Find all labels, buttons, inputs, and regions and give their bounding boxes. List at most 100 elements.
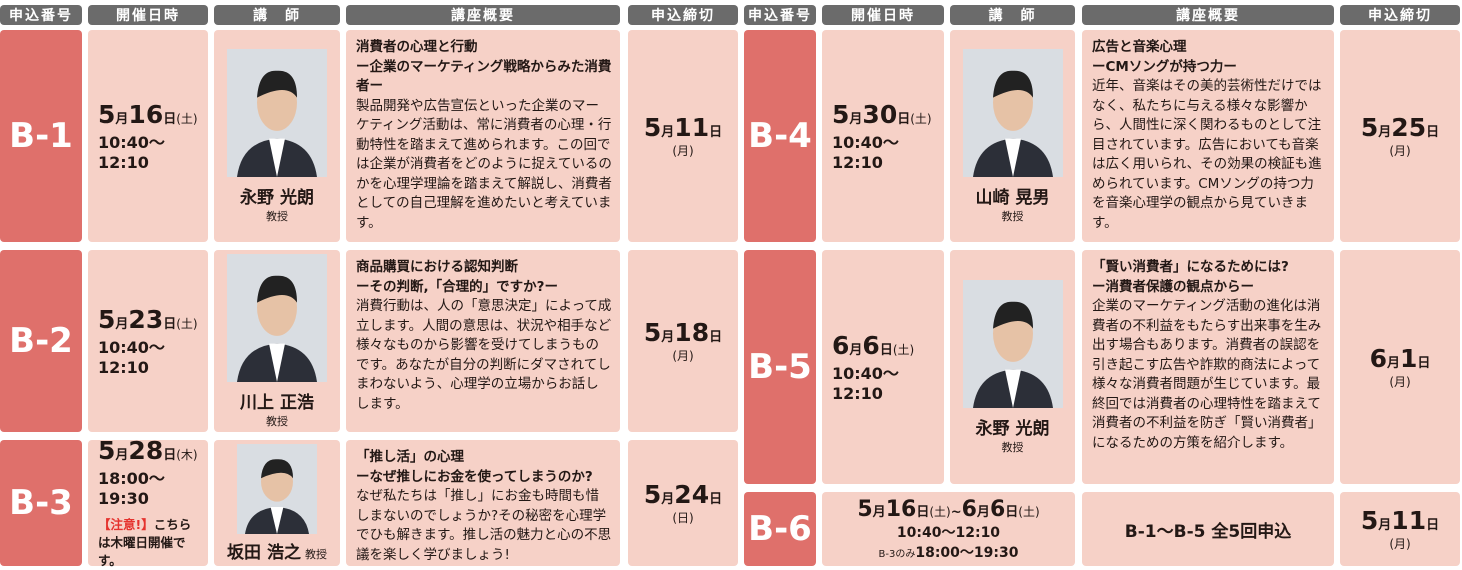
day-unit: 日 xyxy=(163,317,177,332)
month-unit: 月 xyxy=(976,504,990,520)
lecturer-name: 坂田 浩之 xyxy=(227,542,301,563)
deadline-weekday: (月) xyxy=(672,349,694,363)
month-unit: 月 xyxy=(661,330,675,345)
summary-title: 「賢い消費者」になるためには? xyxy=(1092,259,1289,275)
header-cell: 開催日時 xyxy=(822,5,944,25)
date-cell: 6月6日(土) 10:40〜12:10 xyxy=(822,250,944,484)
month: 6 xyxy=(1369,344,1387,373)
note: 【注意!】こちらは木曜日開催です。 xyxy=(98,516,198,570)
date-range: 5月16日(土)~6月6日(土) xyxy=(857,497,1039,522)
time: 10:40〜12:10 xyxy=(832,133,899,172)
month-unit: 月 xyxy=(661,492,675,507)
date: 5月18日 xyxy=(644,318,722,347)
day-unit: 日 xyxy=(709,492,723,507)
summary-cell: 商品購買における認知判断 ーその判断,「合理的」ですか?ー 消費行動は、人の「意思決… xyxy=(346,250,620,432)
header-label: 講 師 xyxy=(988,8,1037,24)
summary-body: 企業のマーケティング活動の進化は消費者の不利益をもたらす出来事を生み出す場合もあ… xyxy=(1092,298,1322,451)
date: 6月6日(土) xyxy=(832,331,944,360)
deadline-weekday: (日) xyxy=(672,511,694,525)
deadline-cell: 5月18日 (月) xyxy=(628,250,738,432)
day: 16 xyxy=(885,496,917,522)
weekday: (土) xyxy=(176,112,198,126)
session-id: B-4 xyxy=(744,30,816,242)
lecturer-cell: 坂田 浩之 教授 xyxy=(214,440,340,566)
summary-title: ー企業のマーケティング戦略からみた消費者ー xyxy=(356,58,612,95)
month: 5 xyxy=(1360,113,1379,142)
month: 5 xyxy=(832,100,850,129)
summary-body: 消費行動は、人の「意思決定」によって成立します。人間の意思は、状況や相手など様々… xyxy=(356,298,612,412)
header-label: 講 師 xyxy=(253,8,301,24)
month: 5 xyxy=(98,436,116,465)
lecturer-name: 山崎 晃男 xyxy=(975,187,1050,208)
month-unit: 月 xyxy=(115,112,129,127)
lecturer-photo xyxy=(962,48,1063,177)
separator: ~ xyxy=(950,504,962,520)
month-unit: 月 xyxy=(1378,125,1392,140)
month: 5 xyxy=(1360,506,1379,535)
lecturer-title: 教授 xyxy=(1001,440,1024,454)
month: 5 xyxy=(98,305,116,334)
summary-title: ー消費者保護の観点からー xyxy=(1092,278,1254,295)
month-unit: 月 xyxy=(1386,356,1400,371)
date-cell: 5月16日(土) 10:40〜12:10 xyxy=(88,30,208,242)
day: 23 xyxy=(128,305,164,334)
day-unit: 日 xyxy=(1426,125,1440,140)
weekday: (土) xyxy=(892,343,915,357)
time: 10:40〜12:10 xyxy=(896,524,1001,541)
summary-title: 商品購買における認知判断 xyxy=(356,259,518,275)
photo xyxy=(962,48,1063,177)
session-id-text: B-4 xyxy=(748,116,812,156)
deadline-cell: 5月11日 (月) xyxy=(628,30,738,242)
header-cell: 講 師 xyxy=(214,5,340,25)
day-unit: 日 xyxy=(1426,518,1440,533)
weekday: (土) xyxy=(176,317,198,331)
session-id-text: B-2 xyxy=(9,321,73,361)
day-unit: 日 xyxy=(916,504,930,520)
deadline-cell: 6月1日 (月) xyxy=(1340,250,1460,484)
note-time: 18:00〜19:30 xyxy=(915,544,1019,561)
month-unit: 月 xyxy=(872,504,886,520)
day: 24 xyxy=(674,480,710,509)
deadline-weekday: (月) xyxy=(1389,537,1411,551)
day: 11 xyxy=(1391,506,1427,535)
date: 5月28日(木) xyxy=(98,436,208,465)
lecturer-cell: 永野 光朗 教授 xyxy=(950,250,1075,484)
lecturer-cell: 川上 正浩 教授 xyxy=(214,250,340,432)
month-unit: 月 xyxy=(849,343,863,358)
month-unit: 月 xyxy=(1378,518,1392,533)
lecturer-cell: 永野 光朗 教授 xyxy=(214,30,340,242)
summary-cell: B-1〜B-5 全5回申込 xyxy=(1082,492,1334,566)
deadline-cell: 5月25日 (月) xyxy=(1340,30,1460,242)
date: 5月16日 xyxy=(857,497,930,522)
month: 5 xyxy=(643,318,662,347)
photo xyxy=(227,253,327,382)
photo xyxy=(962,279,1063,408)
note-label: B-3のみ xyxy=(878,548,916,560)
date: 5月11日 xyxy=(644,113,722,142)
header-label: 申込締切 xyxy=(651,8,715,24)
day-unit: 日 xyxy=(1005,504,1019,520)
summary-title: ーなぜ推しにお金を使ってしまうのか? xyxy=(356,468,593,485)
summary-title: 「推し活」の心理 xyxy=(356,449,464,465)
summary-body: なぜ私たちは「推し」にお金も時間も惜しまないのでしょうか?その秘密を心理学でひも… xyxy=(356,488,612,563)
summary-body: 近年、音楽はその美的芸術性だけではなく、私たちに与える様々な影響から、人間性に深… xyxy=(1092,78,1322,231)
lecturer-title: 教授 xyxy=(266,209,288,223)
weekday: (土) xyxy=(1018,504,1040,519)
time: 18:00〜19:30 xyxy=(98,469,165,508)
day-unit: 日 xyxy=(709,330,723,345)
day-unit: 日 xyxy=(163,448,177,463)
lecturer: 坂田 浩之 教授 xyxy=(227,538,327,563)
date: 5月16日(土) xyxy=(98,100,208,129)
date-cell: 5月16日(土)~6月6日(土) 10:40〜12:10 B-3のみ18:00〜19… xyxy=(822,492,1075,566)
month: 5 xyxy=(643,480,662,509)
deadline-cell: 5月24日 (日) xyxy=(628,440,738,566)
month: 5 xyxy=(857,496,873,522)
header-label: 講座概要 xyxy=(451,8,515,24)
day-unit: 日 xyxy=(163,112,177,127)
session-id: B-6 xyxy=(744,492,816,566)
deadline-weekday: (月) xyxy=(672,144,694,158)
day: 11 xyxy=(674,113,710,142)
time: 10:40〜12:10 xyxy=(98,133,165,172)
summary-cell: 「賢い消費者」になるためには? ー消費者保護の観点からー企業のマーケティング活動の… xyxy=(1082,250,1334,484)
lecturer-photo xyxy=(227,48,327,177)
